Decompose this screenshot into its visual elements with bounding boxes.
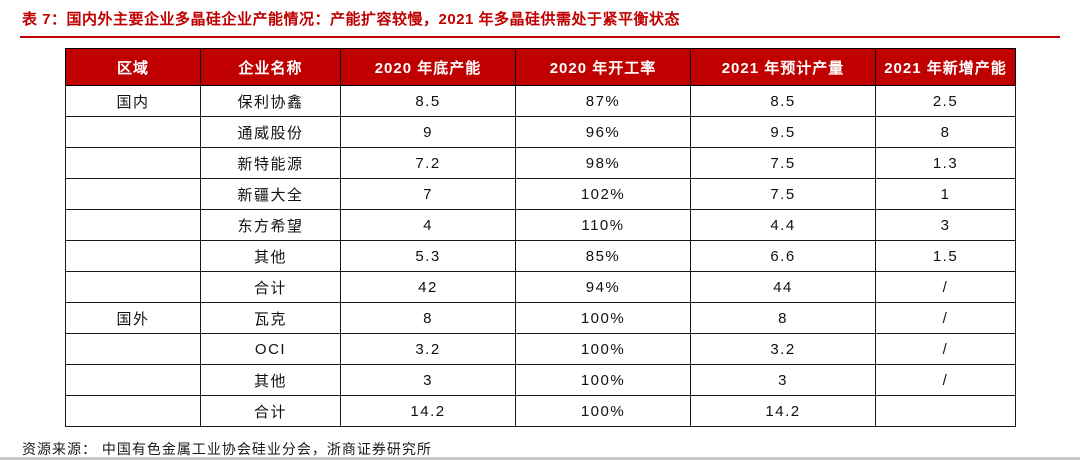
output-2021-cell: 7.5 <box>690 147 876 179</box>
table-row: 国外 瓦克 8 100% 8/ <box>65 302 1016 334</box>
region-cell <box>65 178 201 210</box>
capacity-2020-cell: 9 <box>340 116 516 148</box>
col-header-capacity-2020: 2020 年底产能 <box>340 48 516 86</box>
output-2021-cell: 7.5 <box>690 178 876 210</box>
table-row: 新疆大全 7 102% 7.5 1 <box>65 178 1016 210</box>
company-cell: 新特能源 <box>200 147 341 179</box>
new-capacity-2021-cell: 1.5 <box>875 240 1016 272</box>
capacity-2020-cell: 42 <box>340 271 516 303</box>
utilization-2020-cell: 98% <box>515 147 691 179</box>
capacity-2020-cell: 4 <box>340 209 516 241</box>
new-capacity-2021-cell: / <box>875 302 1016 334</box>
table-row: 东方希望 4 110% 4.4 3 <box>65 209 1016 241</box>
source-note: 资源来源： 中国有色金属工业协会硅业分会，浙商证券研究所 <box>22 441 432 457</box>
col-header-new-capacity-2021: 2021 年新增产能 <box>875 48 1016 86</box>
company-cell: OCI <box>200 333 341 365</box>
output-2021-cell: 4.4 <box>690 209 876 241</box>
table-row: 新特能源 7.2 98% 7.5 1.3 <box>65 147 1016 179</box>
capacity-2020-cell: 3.2 <box>340 333 516 365</box>
capacity-2020-cell: 14.2 <box>340 395 516 427</box>
output-2021-cell: 3.2 <box>690 333 876 365</box>
region-cell <box>65 147 201 179</box>
table-title: 表 7：国内外主要企业多晶硅企业产能情况：产能扩容较慢，2021 年多晶硅供需处… <box>20 10 1060 38</box>
capacity-2020-cell: 3 <box>340 364 516 396</box>
new-capacity-2021-cell: 8 <box>875 116 1016 148</box>
output-2021-cell: 6.6 <box>690 240 876 272</box>
output-2021-cell: 8.5 <box>690 85 876 117</box>
company-cell: 其他 <box>200 240 341 272</box>
col-header-output-2021: 2021 年预计产量 <box>690 48 876 86</box>
new-capacity-2021-cell: / <box>875 271 1016 303</box>
table-header-row: 区域 企业名称 2020 年底产能 2020 年开工率 2021 年预计产量 2… <box>65 48 1016 86</box>
region-cell <box>65 395 201 427</box>
capacity-table: 区域 企业名称 2020 年底产能 2020 年开工率 2021 年预计产量 2… <box>65 48 1016 427</box>
output-2021-cell: 14.2 <box>690 395 876 427</box>
new-capacity-2021-cell <box>875 395 1016 427</box>
company-cell: 瓦克 <box>200 302 341 334</box>
col-header-utilization-2020: 2020 年开工率 <box>515 48 691 86</box>
output-2021-cell: 8 <box>690 302 876 334</box>
utilization-2020-cell: 100% <box>515 302 691 334</box>
utilization-2020-cell: 102% <box>515 178 691 210</box>
capacity-2020-cell: 5.3 <box>340 240 516 272</box>
utilization-2020-cell: 100% <box>515 364 691 396</box>
bottom-divider <box>0 457 1080 460</box>
company-cell: 其他 <box>200 364 341 396</box>
col-header-company: 企业名称 <box>200 48 341 86</box>
new-capacity-2021-cell: / <box>875 364 1016 396</box>
capacity-2020-cell: 8 <box>340 302 516 334</box>
region-cell <box>65 116 201 148</box>
utilization-2020-cell: 94% <box>515 271 691 303</box>
output-2021-cell: 3 <box>690 364 876 396</box>
table-row: OCI 3.2 100% 3.2/ <box>65 333 1016 365</box>
table-body: 国内 保利协鑫 8.5 87% 8.5 2.5 通威股份 9 96% 9.5 8 新特能源 7.2 98%… <box>65 85 1016 427</box>
capacity-2020-cell: 8.5 <box>340 85 516 117</box>
utilization-2020-cell: 85% <box>515 240 691 272</box>
utilization-2020-cell: 100% <box>515 395 691 427</box>
utilization-2020-cell: 96% <box>515 116 691 148</box>
utilization-2020-cell: 87% <box>515 85 691 117</box>
col-header-region: 区域 <box>65 48 201 86</box>
utilization-2020-cell: 110% <box>515 209 691 241</box>
new-capacity-2021-cell: / <box>875 333 1016 365</box>
new-capacity-2021-cell: 1.3 <box>875 147 1016 179</box>
output-2021-cell: 9.5 <box>690 116 876 148</box>
output-2021-cell: 44 <box>690 271 876 303</box>
company-cell: 合计 <box>200 271 341 303</box>
region-cell <box>65 364 201 396</box>
region-cell: 国外 <box>65 302 201 334</box>
company-cell: 保利协鑫 <box>200 85 341 117</box>
new-capacity-2021-cell: 2.5 <box>875 85 1016 117</box>
region-cell <box>65 333 201 365</box>
company-cell: 通威股份 <box>200 116 341 148</box>
region-cell <box>65 271 201 303</box>
capacity-2020-cell: 7 <box>340 178 516 210</box>
company-cell: 东方希望 <box>200 209 341 241</box>
region-cell <box>65 209 201 241</box>
new-capacity-2021-cell: 3 <box>875 209 1016 241</box>
company-cell: 合计 <box>200 395 341 427</box>
capacity-2020-cell: 7.2 <box>340 147 516 179</box>
company-cell: 新疆大全 <box>200 178 341 210</box>
table-row: 合计 14.2 100% 14.2 <box>65 395 1016 427</box>
new-capacity-2021-cell: 1 <box>875 178 1016 210</box>
table-row: 合计 42 94% 44/ <box>65 271 1016 303</box>
region-cell: 国内 <box>65 85 201 117</box>
table-row: 其他 5.3 85% 6.6 1.5 <box>65 240 1016 272</box>
table-row: 通威股份 9 96% 9.5 8 <box>65 116 1016 148</box>
table-row: 其他 3 100% 3/ <box>65 364 1016 396</box>
utilization-2020-cell: 100% <box>515 333 691 365</box>
region-cell <box>65 240 201 272</box>
table-row: 国内 保利协鑫 8.5 87% 8.5 2.5 <box>65 85 1016 117</box>
